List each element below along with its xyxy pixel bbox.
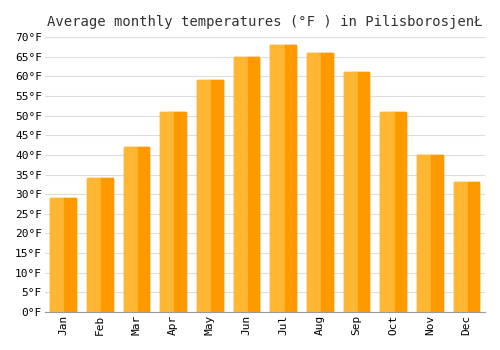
Bar xyxy=(248,57,260,312)
Bar xyxy=(380,112,394,312)
Bar xyxy=(160,112,174,312)
Bar xyxy=(432,155,443,312)
Bar xyxy=(174,112,186,312)
Bar xyxy=(358,72,370,312)
Bar xyxy=(284,45,296,312)
Bar xyxy=(50,198,64,312)
Bar xyxy=(270,45,296,312)
Bar xyxy=(380,112,406,312)
Bar xyxy=(321,53,333,312)
Bar xyxy=(197,80,211,312)
Bar xyxy=(417,155,443,312)
Bar xyxy=(124,147,138,312)
Bar xyxy=(87,178,112,312)
Bar xyxy=(50,198,76,312)
Bar xyxy=(307,53,333,312)
Bar xyxy=(234,57,248,312)
Bar xyxy=(417,155,432,312)
Bar xyxy=(270,45,284,312)
Bar xyxy=(344,72,370,312)
Bar xyxy=(344,72,358,312)
Bar xyxy=(64,198,76,312)
Bar xyxy=(454,182,468,312)
Bar xyxy=(394,112,406,312)
Bar xyxy=(234,57,260,312)
Bar xyxy=(101,178,112,312)
Bar xyxy=(454,182,479,312)
Bar xyxy=(124,147,150,312)
Bar xyxy=(87,178,101,312)
Bar xyxy=(211,80,222,312)
Bar xyxy=(160,112,186,312)
Bar xyxy=(307,53,321,312)
Title: Average monthly temperatures (°F ) in PilisborosjenŁ: Average monthly temperatures (°F ) in Pi… xyxy=(47,15,482,29)
Bar xyxy=(468,182,479,312)
Bar xyxy=(197,80,222,312)
Bar xyxy=(138,147,149,312)
